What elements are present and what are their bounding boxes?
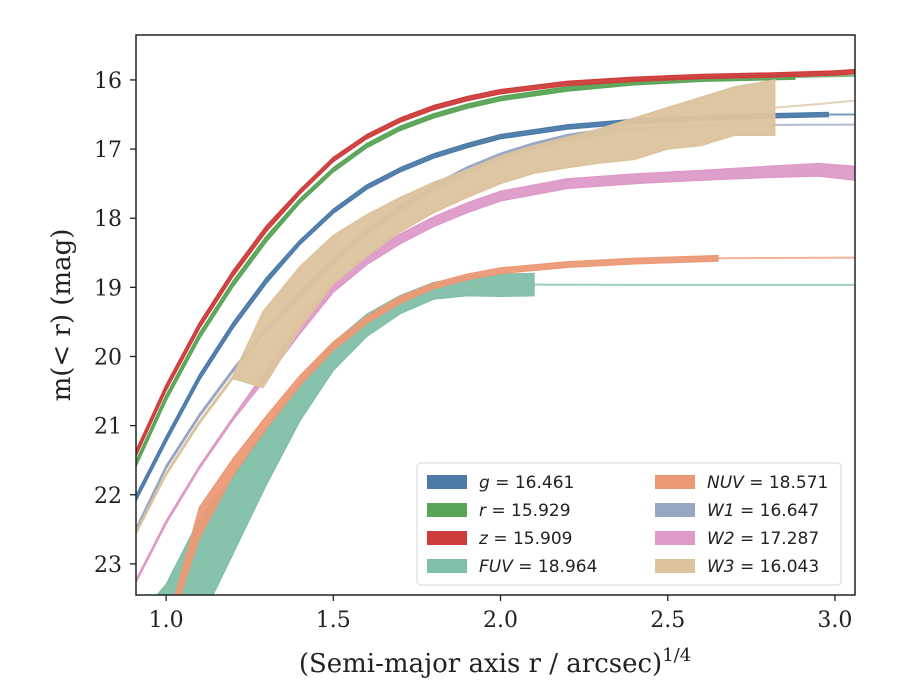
legend-item-z: z = 15.909 — [427, 529, 572, 549]
y-tick-label: 18 — [94, 207, 122, 232]
legend-label: W1 = 16.647 — [707, 501, 819, 521]
legend-swatch — [427, 475, 467, 489]
legend-label: NUV = 18.571 — [707, 473, 828, 493]
series-band-W3 — [136, 79, 776, 535]
y-tick-label: 19 — [94, 276, 122, 301]
y-tick-label: 21 — [94, 415, 122, 440]
series-layer — [136, 68, 855, 595]
legend-swatch — [655, 531, 695, 545]
series-extension-W3 — [774, 99, 855, 109]
legend-label: g = 16.461 — [479, 473, 574, 493]
legend-swatch — [427, 503, 467, 517]
x-axis-title-exponent: 1/4 — [662, 645, 691, 666]
legend-item-FUV: FUV = 18.964 — [427, 557, 597, 577]
y-tick-label: 16 — [94, 69, 122, 94]
series-extension-r — [794, 74, 855, 79]
series-g — [136, 111, 855, 502]
legend-item-W3: W3 = 16.043 — [655, 557, 819, 577]
legend-item-r: r = 15.929 — [427, 501, 571, 521]
y-axis-title: m(< r) (mag) — [47, 229, 77, 402]
series-NUV — [174, 254, 855, 595]
legend-label: z = 15.909 — [478, 529, 572, 549]
legend-item-g: g = 16.461 — [427, 473, 574, 493]
y-tick-label: 20 — [94, 345, 122, 370]
x-tick-label: 1.0 — [149, 608, 184, 633]
series-band-z — [136, 68, 855, 457]
legend-item-W1: W1 = 16.647 — [655, 501, 819, 521]
legend-label: W3 = 16.043 — [707, 557, 819, 577]
plot-frame — [135, 34, 856, 596]
x-axis-title: (Semi-major axis r / arcsec)1/4 — [299, 645, 691, 679]
legend-swatch — [427, 559, 467, 573]
legend-label: W2 = 17.287 — [707, 529, 819, 549]
legend-label: FUV = 18.964 — [479, 557, 597, 577]
x-tick-label: 3.0 — [817, 608, 852, 633]
legend-box — [416, 462, 842, 586]
y-tick-label: 22 — [94, 484, 122, 509]
y-tick-label: 23 — [94, 553, 122, 578]
series-band-NUV — [174, 254, 719, 595]
axis-layer: 1.0 1.5 2.0 2.5 3.0 16 17 18 19 20 21 22 23 — [94, 69, 852, 633]
svg-text:(Semi-major axis r / arcsec)1/: (Semi-major axis r / arcsec)1/4 — [299, 645, 691, 679]
legend-swatch — [655, 475, 695, 489]
series-r — [136, 74, 855, 467]
legend-item-W2: W2 = 17.287 — [655, 529, 819, 549]
x-tick-label: 1.5 — [316, 608, 351, 633]
legend-swatch — [655, 503, 695, 517]
x-axis-title-text: (Semi-major axis r / arcsec) — [299, 649, 662, 679]
legend: g = 16.461 r = 15.929 z = 15.909 FUV = 18.9… — [416, 462, 842, 586]
legend-label: r = 15.929 — [479, 501, 571, 521]
legend-swatch — [655, 559, 695, 573]
series-extension-NUV — [717, 256, 855, 260]
series-band-g — [136, 111, 829, 502]
series-W3 — [136, 79, 855, 535]
x-tick-label: 2.0 — [483, 608, 518, 633]
series-band-r — [136, 74, 796, 467]
legend-item-NUV: NUV = 18.571 — [655, 473, 828, 493]
x-tick-label: 2.5 — [650, 608, 685, 633]
y-tick-label: 17 — [94, 138, 122, 163]
series-z — [136, 68, 855, 457]
legend-swatch — [427, 531, 467, 545]
